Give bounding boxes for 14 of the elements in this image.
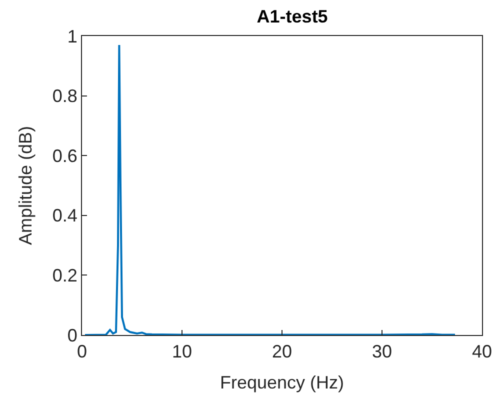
line-series — [84, 44, 456, 335]
y-tick-label: 0.2 — [52, 266, 78, 286]
y-tick-label: 0.6 — [52, 146, 78, 166]
x-tick-label: 30 — [372, 342, 392, 362]
x-tick-label: 20 — [272, 342, 292, 362]
x-axis-title: Frequency (Hz) — [220, 372, 344, 393]
y-tick-label: 0.8 — [52, 86, 78, 106]
x-tick-label: 10 — [172, 342, 192, 362]
x-tick-label: 40 — [472, 342, 492, 362]
y-tick-label: 0 — [67, 325, 78, 346]
y-tick-label: 0.4 — [52, 206, 78, 226]
y-tick-label: 1 — [67, 26, 78, 46]
chart-title: A1-test5 — [256, 6, 328, 27]
y-axis-title: Amplitude (dB) — [16, 126, 36, 246]
